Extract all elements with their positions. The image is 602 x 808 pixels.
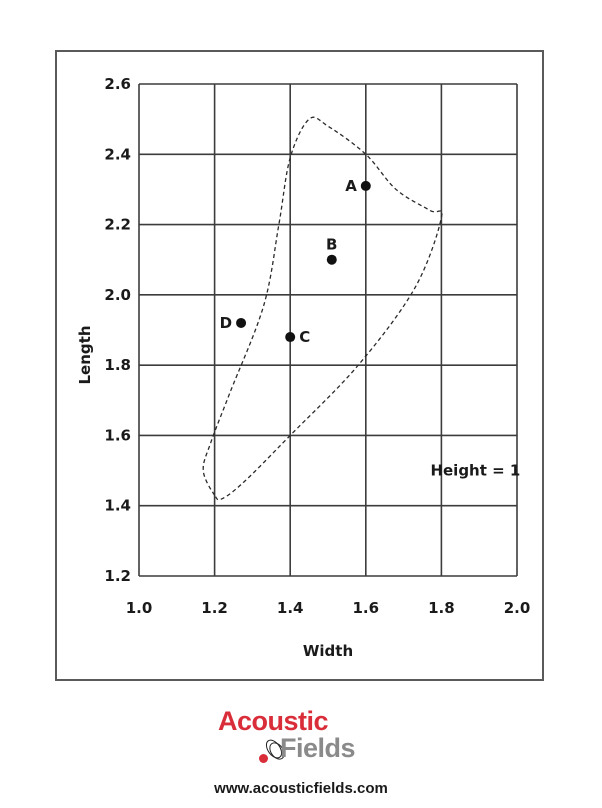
x-tick-label: 2.0 bbox=[504, 599, 531, 617]
data-point-b bbox=[326, 254, 337, 265]
y-tick-label: 1.6 bbox=[104, 426, 131, 444]
x-tick-label: 1.4 bbox=[277, 599, 304, 617]
data-point-d bbox=[236, 317, 247, 328]
chart-frame bbox=[55, 50, 544, 681]
logo-text-fields: Fields bbox=[280, 733, 356, 763]
acoustic-fields-logo: Acoustic Fields bbox=[212, 706, 392, 766]
scatter-plot: 1.0 1.2 1.4 1.6 1.8 2.0 1.2 1.4 1.6 1.8 2.0 2.2 2.4 2… bbox=[76, 75, 531, 660]
height-annotation: Height = 1 bbox=[430, 462, 520, 480]
point-label-b: B bbox=[326, 236, 337, 254]
y-tick-label: 1.4 bbox=[104, 497, 131, 515]
y-tick-label: 2.6 bbox=[104, 75, 131, 93]
y-tick-label: 2.2 bbox=[104, 216, 131, 234]
region-outline-dashed bbox=[202, 116, 443, 501]
logo-dot-icon bbox=[259, 754, 268, 763]
x-tick-label: 1.6 bbox=[353, 599, 380, 617]
y-tick-label: 2.4 bbox=[104, 145, 131, 163]
point-label-c: C bbox=[299, 328, 310, 346]
x-axis-label: Width bbox=[303, 642, 353, 660]
point-label-d: D bbox=[220, 314, 232, 332]
y-tick-label: 1.8 bbox=[104, 356, 131, 374]
y-tick-label: 2.0 bbox=[104, 286, 131, 304]
x-tick-label: 1.8 bbox=[428, 599, 455, 617]
y-axis-label: Length bbox=[76, 326, 94, 385]
data-point-a bbox=[360, 180, 371, 191]
x-tick-label: 1.2 bbox=[201, 599, 228, 617]
logo-rings-icon bbox=[265, 739, 285, 760]
x-tick-label: 1.0 bbox=[126, 599, 153, 617]
website-url: www.acousticfields.com bbox=[214, 780, 388, 797]
point-label-a: A bbox=[345, 177, 357, 195]
logo-text-acoustic: Acoustic bbox=[218, 706, 329, 736]
data-point-c bbox=[285, 332, 296, 343]
y-tick-label: 1.2 bbox=[104, 567, 131, 585]
